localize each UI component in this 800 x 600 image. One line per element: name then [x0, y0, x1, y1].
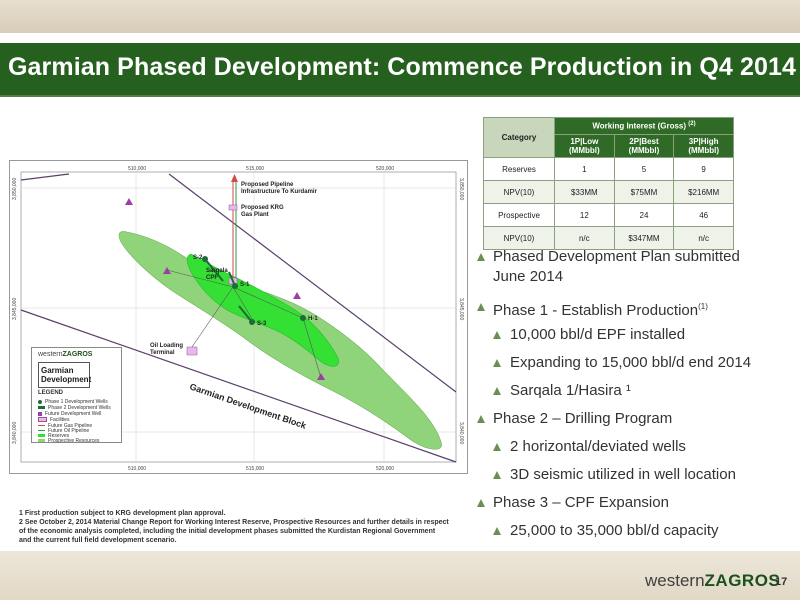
svg-text:S-1: S-1: [240, 282, 250, 288]
table-header-category: Category: [483, 117, 555, 158]
title-bar: [0, 43, 800, 95]
svg-text:3,840,000: 3,840,000: [458, 422, 464, 444]
cell: $347MM: [613, 226, 675, 250]
top-decorative-band: [0, 0, 800, 33]
svg-text:3,850,000: 3,850,000: [458, 178, 464, 200]
table-header-col: 2P|Best (MMbbl): [613, 134, 675, 158]
bullet-icon: [477, 415, 485, 423]
footnotes: 1 First production subject to KRG develo…: [19, 509, 449, 545]
table-header-group: Working Interest (Gross) (2): [554, 117, 734, 135]
bullet-icon: [493, 443, 501, 451]
table-row: NPV(10) n/c $347MM n/c: [483, 226, 734, 250]
svg-text:520,000: 520,000: [376, 166, 394, 172]
svg-text:CPF: CPF: [206, 275, 218, 281]
bullet-icon: [493, 359, 501, 367]
row-label: NPV(10): [483, 180, 555, 204]
slide-title: Garmian Phased Development: Commence Pro…: [8, 53, 796, 81]
legend-item: Facilities: [38, 417, 69, 423]
legend-item: Prospective Resources: [38, 438, 99, 444]
row-label: Prospective: [483, 203, 555, 227]
legend-header: LEGEND: [38, 390, 64, 396]
bottom-decorative-band: [0, 551, 800, 600]
row-label: NPV(10): [483, 226, 555, 250]
bullet-icon: [477, 253, 485, 261]
legend-item: Reserves: [38, 433, 69, 439]
table-row: Reserves 1 5 9: [483, 157, 734, 181]
svg-text:510,000: 510,000: [128, 466, 146, 472]
legend-title: Garmian Development: [38, 362, 91, 388]
svg-text:S-3: S-3: [257, 321, 267, 327]
footnote: 2 See October 2, 2014 Material Change Re…: [19, 519, 449, 544]
cell: n/c: [554, 226, 615, 250]
svg-text:515,000: 515,000: [246, 466, 264, 472]
cell: $75MM: [613, 180, 675, 204]
cell: 46: [673, 203, 734, 227]
page-number: 17: [775, 576, 788, 588]
company-logo: westernZAGROS: [645, 571, 781, 590]
reserves-area: [186, 253, 339, 367]
legend-item: Future Development Well: [38, 411, 101, 417]
cell: 24: [613, 203, 675, 227]
svg-text:Infrastructure To Kurdamir: Infrastructure To Kurdamir: [241, 189, 318, 195]
svg-text:520,000: 520,000: [376, 466, 394, 472]
cell: 5: [613, 157, 675, 181]
svg-text:3,845,000: 3,845,000: [458, 298, 464, 320]
bullet-icon: [493, 527, 501, 535]
phase1-wells: [202, 256, 306, 325]
table-row: Prospective 12 24 46: [483, 203, 734, 227]
krg-gas-plant-facility: [228, 204, 238, 211]
table-header-col: 3P|High (MMbbl): [673, 134, 734, 158]
svg-text:3,850,000: 3,850,000: [12, 178, 18, 200]
legend-item: Future Oil Pipeline: [38, 428, 89, 434]
bullet-icon: [477, 303, 485, 311]
cell: $33MM: [554, 180, 615, 204]
legend-item: Phase 1 Development Wells: [38, 399, 108, 405]
future-wells: [125, 198, 325, 380]
svg-text:Terminal: Terminal: [150, 350, 175, 356]
svg-text:Proposed KRG: Proposed KRG: [241, 205, 284, 211]
svg-text:515,000: 515,000: [246, 166, 264, 172]
title-underline: [0, 95, 800, 97]
bullet-icon: [493, 387, 501, 395]
svg-text:Sarqala: Sarqala: [206, 268, 228, 274]
svg-text:3,845,000: 3,845,000: [12, 298, 18, 320]
table-row: NPV(10) $33MM $75MM $216MM: [483, 180, 734, 204]
cell: $216MM: [673, 180, 734, 204]
legend-brand: westernZAGROS: [38, 351, 93, 358]
svg-text:Proposed Pipeline: Proposed Pipeline: [241, 182, 294, 188]
cell: 1: [554, 157, 615, 181]
legend-item: Phase 2 Development Wells: [38, 405, 111, 411]
working-interest-table: Category Working Interest (Gross) (2) 1P…: [483, 117, 734, 250]
oil-loading-terminal-facility: [186, 346, 198, 356]
cell: 12: [554, 203, 615, 227]
svg-text:3,840,000: 3,840,000: [12, 422, 18, 444]
garmian-map: 510,000 515,000 520,000 510,000 515,000 …: [9, 160, 468, 474]
svg-text:H-1: H-1: [308, 316, 318, 322]
cell: 9: [673, 157, 734, 181]
bullet-icon: [493, 471, 501, 479]
cell: n/c: [673, 226, 734, 250]
legend-item: Future Gas Pipeline: [38, 423, 92, 429]
svg-text:Oil Loading: Oil Loading: [150, 343, 183, 349]
row-label: Reserves: [483, 157, 555, 181]
svg-text:510,000: 510,000: [128, 166, 146, 172]
bullet-icon: [493, 331, 501, 339]
map-drawing: 510,000 515,000 520,000 510,000 515,000 …: [12, 166, 464, 472]
svg-text:S-2: S-2: [193, 255, 203, 261]
bullet-icon: [477, 499, 485, 507]
map-legend: westernZAGROS Garmian Development LEGEND …: [31, 347, 122, 444]
table-header-col: 1P|Low (MMbbl): [554, 134, 615, 158]
footnote: 1 First production subject to KRG develo…: [19, 510, 226, 517]
svg-text:Gas Plant: Gas Plant: [241, 212, 269, 218]
